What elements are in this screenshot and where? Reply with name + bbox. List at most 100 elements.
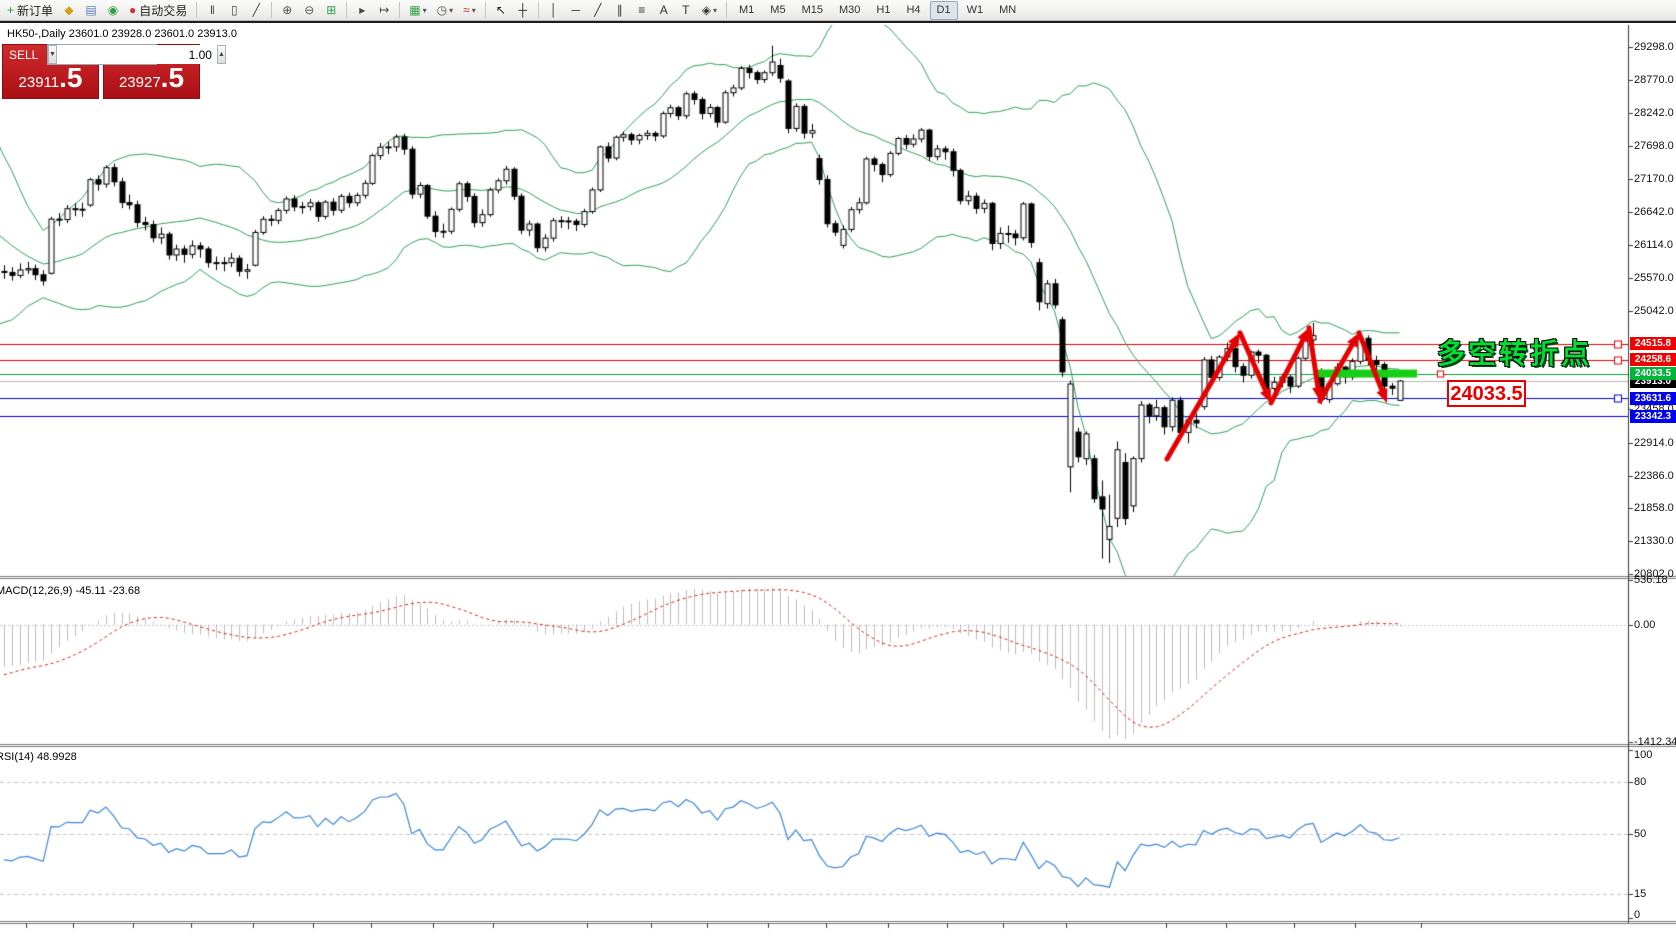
sell-label: SELL bbox=[9, 48, 39, 62]
chart-title: HK50-,Daily 23601.0 23928.0 23601.0 2391… bbox=[7, 28, 237, 40]
auto-trading-button[interactable]: ● 自动交易 bbox=[125, 1, 191, 20]
new-chart-icon: ▦ bbox=[409, 3, 421, 17]
cursor-button[interactable]: ↖ bbox=[491, 1, 511, 20]
tile-windows-icon: ⊞ bbox=[326, 3, 337, 17]
timeframe-d1-button[interactable]: D1 bbox=[929, 0, 958, 20]
rsi-axis-tick: 100 bbox=[1634, 749, 1653, 761]
bull-bear-turning-point-annotation: 多空转折点 bbox=[1437, 338, 1593, 369]
auto-trading-button-label: 自动交易 bbox=[139, 3, 188, 18]
rsi-axis-tick: 50 bbox=[1634, 828, 1647, 840]
price-axis-tick: 26114.0 bbox=[1634, 238, 1673, 251]
buy-price: 23927.5 bbox=[118, 62, 185, 93]
rsi-axis-tick: 0 bbox=[1634, 909, 1641, 921]
indicators-button[interactable]: ≈ ▾ bbox=[459, 1, 480, 20]
volume-increase-button[interactable]: ▲ bbox=[216, 45, 226, 64]
price-axis-tick: 25042.0 bbox=[1634, 304, 1674, 317]
volume-decrease-button[interactable]: ▼ bbox=[48, 45, 57, 64]
timeframe-mn-button[interactable]: MN bbox=[999, 4, 1017, 16]
new-order-button[interactable]: + 新订单 bbox=[3, 1, 57, 20]
auto-scroll-button[interactable]: ▸ bbox=[352, 1, 372, 20]
market-watch-icon: ◆ bbox=[64, 3, 74, 17]
new-order-button-label: 新订单 bbox=[17, 3, 54, 18]
timeframe-w1-button[interactable]: W1 bbox=[966, 4, 984, 16]
data-window-icon: ▤ bbox=[85, 3, 97, 17]
toolbar-separator bbox=[346, 2, 348, 18]
candlestick-chart-button[interactable]: ▯ bbox=[224, 1, 244, 20]
navigator-button[interactable]: ◉ bbox=[103, 1, 123, 20]
timeframe-h1-button[interactable]: H1 bbox=[876, 4, 891, 16]
main-chart-canvas[interactable] bbox=[0, 23, 1676, 941]
dropdown-arrow-icon[interactable]: ▾ bbox=[471, 5, 476, 15]
text-button[interactable]: A bbox=[654, 1, 674, 20]
rsi-label: RSI(14) 48.9928 bbox=[0, 751, 77, 763]
price-axis-tick: 27698.0 bbox=[1634, 140, 1674, 153]
auto-trading-icon: ● bbox=[129, 3, 137, 17]
price-axis-tick: 21858.0 bbox=[1634, 502, 1674, 515]
horizontal-line-button[interactable]: ─ bbox=[566, 1, 586, 20]
toolbar: + 新订单 ◆ ▤ ◉ ● 自动交易 ‖ ▯ ╱ ⊕ ⊖ ⊞ ▸ ↦ ▦ ▾ ◷ ▾ ≈ ▾ ↖ ┼ │ ─ ╱ ∥ ≡ A T ◈ ▾ M1 M… bbox=[0, 0, 1676, 21]
zoom-in-icon: ⊕ bbox=[282, 3, 293, 17]
timeframe-m1-button[interactable]: M1 bbox=[739, 4, 755, 16]
toolbar-separator bbox=[484, 2, 486, 18]
vertical-line-icon: │ bbox=[550, 3, 558, 17]
price-level-chip: 24515.8 bbox=[1630, 337, 1676, 351]
shapes-icon: ◈ bbox=[701, 3, 711, 17]
data-window-button[interactable]: ▤ bbox=[81, 1, 101, 20]
one-click-trading-panel: SELL 23911.5 BUY 23927.5 ▼ ▲ bbox=[2, 44, 226, 99]
zoom-out-button[interactable]: ⊖ bbox=[299, 1, 319, 20]
text-icon: A bbox=[659, 3, 668, 17]
macd-axis-tick: 0.00 bbox=[1634, 618, 1656, 631]
indicators-icon: ≈ bbox=[463, 3, 470, 17]
price-axis-tick: 27170.0 bbox=[1634, 172, 1674, 185]
chart-window: HK50-,Daily 23601.0 23928.0 23601.0 2391… bbox=[0, 21, 1676, 941]
trendline-icon: ╱ bbox=[594, 3, 602, 17]
toolbar-separator bbox=[399, 2, 401, 18]
tile-windows-button[interactable]: ⊞ bbox=[321, 1, 341, 20]
new-order-icon: + bbox=[7, 3, 15, 17]
price-axis-tick: 29298.0 bbox=[1634, 41, 1674, 53]
dropdown-arrow-icon[interactable]: ▾ bbox=[449, 5, 454, 15]
line-chart-icon: ╱ bbox=[252, 3, 260, 17]
bar-chart-icon: ‖ bbox=[209, 3, 215, 17]
crosshair-button[interactable]: ┼ bbox=[513, 1, 533, 20]
price-axis-tick: 25570.0 bbox=[1634, 272, 1674, 285]
bar-chart-button[interactable]: ‖ bbox=[202, 1, 222, 20]
profiles-button[interactable]: ◷ ▾ bbox=[433, 1, 458, 20]
crosshair-icon: ┼ bbox=[518, 3, 528, 17]
new-chart-button[interactable]: ▦ ▾ bbox=[405, 1, 430, 20]
volume-control: ▼ ▲ bbox=[47, 44, 226, 65]
trendline-button[interactable]: ╱ bbox=[588, 1, 608, 20]
zoom-out-icon: ⊖ bbox=[304, 3, 315, 17]
profiles-icon: ◷ bbox=[436, 3, 448, 17]
zoom-in-button[interactable]: ⊕ bbox=[277, 1, 297, 20]
timeframe-m15-button[interactable]: M15 bbox=[801, 4, 823, 16]
chart-shift-icon: ↦ bbox=[379, 3, 390, 17]
timeframe-h4-button[interactable]: H4 bbox=[906, 4, 921, 16]
label-button[interactable]: T bbox=[676, 1, 696, 20]
market-watch-button[interactable]: ◆ bbox=[59, 1, 79, 20]
navigator-icon: ◉ bbox=[107, 3, 119, 17]
price-level-annotation-box: 24033.5 bbox=[1447, 380, 1526, 407]
line-chart-button[interactable]: ╱ bbox=[246, 1, 266, 20]
timeframe-m5-button[interactable]: M5 bbox=[770, 4, 786, 16]
price-axis-tick: 26642.0 bbox=[1634, 205, 1674, 218]
macd-axis-tick: 536.18 bbox=[1634, 574, 1668, 586]
chart-shift-button[interactable]: ↦ bbox=[374, 1, 394, 20]
macd-axis-tick: -1412.34 bbox=[1634, 736, 1676, 748]
toolbar-separator bbox=[537, 2, 539, 18]
horizontal-line-icon: ─ bbox=[571, 3, 581, 17]
channel-button[interactable]: ∥ bbox=[610, 1, 630, 20]
timeframe-m30-button[interactable]: M30 bbox=[838, 4, 861, 16]
dropdown-arrow-icon[interactable]: ▾ bbox=[422, 5, 427, 15]
price-level-chip: 23342.3 bbox=[1630, 409, 1676, 423]
fibonacci-button[interactable]: ≡ bbox=[632, 1, 652, 20]
channel-icon: ∥ bbox=[616, 3, 623, 17]
price-axis-tick: 21330.0 bbox=[1634, 535, 1674, 548]
vertical-line-button[interactable]: │ bbox=[544, 1, 564, 20]
dropdown-arrow-icon[interactable]: ▾ bbox=[713, 5, 718, 15]
shapes-button[interactable]: ◈ ▾ bbox=[698, 1, 721, 20]
volume-input[interactable] bbox=[56, 45, 217, 64]
sell-price: 23911.5 bbox=[18, 62, 83, 93]
price-axis-tick: 22914.0 bbox=[1634, 436, 1674, 449]
